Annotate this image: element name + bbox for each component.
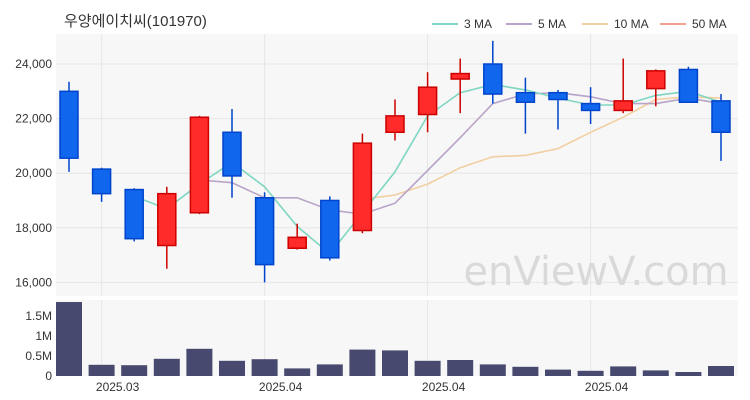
date-axis: 2025.03 2025.04 2025.04 2025.04 — [96, 380, 629, 394]
volume-bar — [414, 360, 441, 376]
volume-bar — [349, 349, 376, 376]
date-tick-label: 2025.04 — [422, 380, 466, 394]
candle — [222, 109, 242, 198]
candle-body — [417, 86, 438, 116]
volume-bars — [56, 302, 734, 376]
volume-bar — [479, 364, 506, 376]
watermark: enViewV.com — [463, 249, 728, 295]
volume-bar — [545, 369, 571, 376]
candle-body — [91, 168, 112, 195]
volume-bar — [121, 365, 148, 376]
candle-body — [711, 100, 731, 134]
price-tick-label: 16,000 — [15, 275, 52, 289]
candle-body — [124, 188, 144, 240]
candle-body — [287, 236, 307, 249]
candle-body — [59, 90, 79, 159]
price-tick-label: 22,000 — [15, 112, 52, 126]
candle — [91, 167, 112, 202]
candle — [254, 192, 275, 283]
legend: 3 MA 5 MA 10 MA 50 MA — [432, 17, 727, 31]
volume-bar — [186, 348, 213, 376]
candle — [189, 115, 210, 215]
price-axis: 16,000 18,000 20,000 22,000 24,000 — [15, 57, 52, 289]
volume-tick-label: 1M — [35, 329, 52, 343]
price-panel-bg — [56, 34, 738, 296]
candle — [157, 186, 177, 269]
price-tick-label: 18,000 — [15, 221, 52, 235]
candle — [287, 223, 307, 250]
chart-title: 우양에이치씨(101970) — [64, 13, 207, 30]
candle — [678, 66, 699, 103]
candle — [483, 40, 503, 104]
volume-bar — [512, 366, 539, 376]
volume-bar — [316, 364, 343, 376]
volume-bar — [577, 370, 604, 376]
candle — [320, 196, 340, 261]
candle-body — [548, 91, 568, 101]
volume-bar — [251, 359, 278, 376]
candle — [580, 87, 601, 125]
volume-bar — [219, 360, 245, 376]
legend-label: 10 MA — [614, 17, 649, 31]
date-tick-label: 2025.03 — [96, 380, 140, 394]
price-tick-label: 20,000 — [15, 166, 52, 180]
candle-body — [483, 63, 503, 95]
candle-body — [450, 72, 470, 80]
date-tick-label: 2025.04 — [585, 380, 629, 394]
candle-body — [385, 115, 405, 133]
legend-label: 5 MA — [538, 17, 566, 31]
candle-body — [222, 131, 242, 177]
candle — [385, 99, 405, 141]
ma10-line — [362, 95, 722, 200]
candle — [515, 77, 536, 134]
candle — [548, 89, 568, 130]
candle — [613, 58, 633, 114]
candle-body — [157, 192, 177, 247]
volume-bar — [56, 302, 82, 376]
candle — [417, 72, 438, 133]
price-tick-label: 24,000 — [15, 57, 52, 71]
legend-label: 3 MA — [464, 17, 492, 31]
candle — [124, 188, 144, 242]
volume-bar — [675, 372, 702, 376]
candle — [450, 58, 470, 114]
candle — [352, 133, 373, 234]
volume-bar — [382, 350, 408, 376]
candle-body — [320, 199, 340, 259]
candle-body — [678, 68, 699, 103]
volume-bar — [642, 370, 669, 376]
candle — [711, 94, 731, 161]
candle-body — [613, 100, 633, 112]
volume-tick-label: 0 — [45, 369, 52, 383]
date-tick-label: 2025.04 — [259, 380, 303, 394]
volume-tick-label: 0.5M — [25, 349, 52, 363]
volume-bar — [708, 366, 734, 376]
candle-body — [580, 102, 601, 112]
volume-tick-label: 1.5M — [25, 309, 52, 323]
volume-bar — [447, 360, 474, 376]
ma5-line — [199, 91, 722, 215]
volume-bar — [153, 358, 180, 376]
candle-body — [515, 91, 536, 103]
candle-body — [189, 116, 210, 214]
volume-bar — [284, 368, 311, 376]
volume-bar — [88, 364, 115, 376]
legend-label: 50 MA — [692, 17, 727, 31]
candle-body — [254, 197, 275, 266]
volume-bar — [610, 366, 637, 376]
volume-axis: 0 0.5M 1M 1.5M — [25, 309, 52, 383]
candle — [59, 81, 79, 172]
candle-body — [646, 70, 666, 90]
candle-body — [352, 142, 373, 232]
candle — [646, 69, 666, 107]
candlesticks — [59, 40, 731, 283]
